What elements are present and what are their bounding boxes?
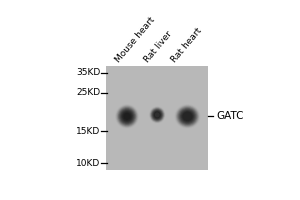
Text: Rat liver: Rat liver xyxy=(142,29,173,64)
Ellipse shape xyxy=(152,109,163,120)
Ellipse shape xyxy=(151,108,164,122)
Text: 25KD: 25KD xyxy=(76,88,100,97)
Text: Mouse heart: Mouse heart xyxy=(113,15,156,64)
Ellipse shape xyxy=(119,109,135,124)
Ellipse shape xyxy=(153,110,161,119)
Ellipse shape xyxy=(180,109,195,123)
Ellipse shape xyxy=(119,108,135,125)
Ellipse shape xyxy=(118,107,136,126)
Text: 15KD: 15KD xyxy=(76,127,100,136)
Ellipse shape xyxy=(152,109,163,121)
Ellipse shape xyxy=(117,106,137,126)
Ellipse shape xyxy=(151,108,164,121)
Bar xyxy=(106,66,208,170)
Ellipse shape xyxy=(152,110,162,120)
Ellipse shape xyxy=(178,107,197,126)
Ellipse shape xyxy=(181,110,194,123)
Ellipse shape xyxy=(176,106,199,127)
Ellipse shape xyxy=(115,104,139,129)
Ellipse shape xyxy=(174,104,201,129)
Ellipse shape xyxy=(116,105,138,128)
Text: GATC: GATC xyxy=(217,111,244,121)
Ellipse shape xyxy=(175,105,200,128)
Ellipse shape xyxy=(124,113,130,120)
Ellipse shape xyxy=(122,111,132,122)
Ellipse shape xyxy=(179,109,196,124)
Ellipse shape xyxy=(122,112,132,121)
Ellipse shape xyxy=(182,111,193,122)
Ellipse shape xyxy=(154,111,161,119)
Text: 35KD: 35KD xyxy=(76,68,100,77)
Ellipse shape xyxy=(154,112,161,118)
Ellipse shape xyxy=(121,110,133,123)
Ellipse shape xyxy=(149,106,166,124)
Text: Rat heart: Rat heart xyxy=(170,26,204,64)
Text: 10KD: 10KD xyxy=(76,159,100,168)
Ellipse shape xyxy=(120,109,134,123)
Ellipse shape xyxy=(150,107,164,122)
Ellipse shape xyxy=(182,112,193,121)
Ellipse shape xyxy=(184,113,191,120)
Ellipse shape xyxy=(178,108,196,125)
Ellipse shape xyxy=(149,107,165,123)
Ellipse shape xyxy=(155,112,160,117)
Ellipse shape xyxy=(116,106,138,127)
Ellipse shape xyxy=(177,106,198,126)
